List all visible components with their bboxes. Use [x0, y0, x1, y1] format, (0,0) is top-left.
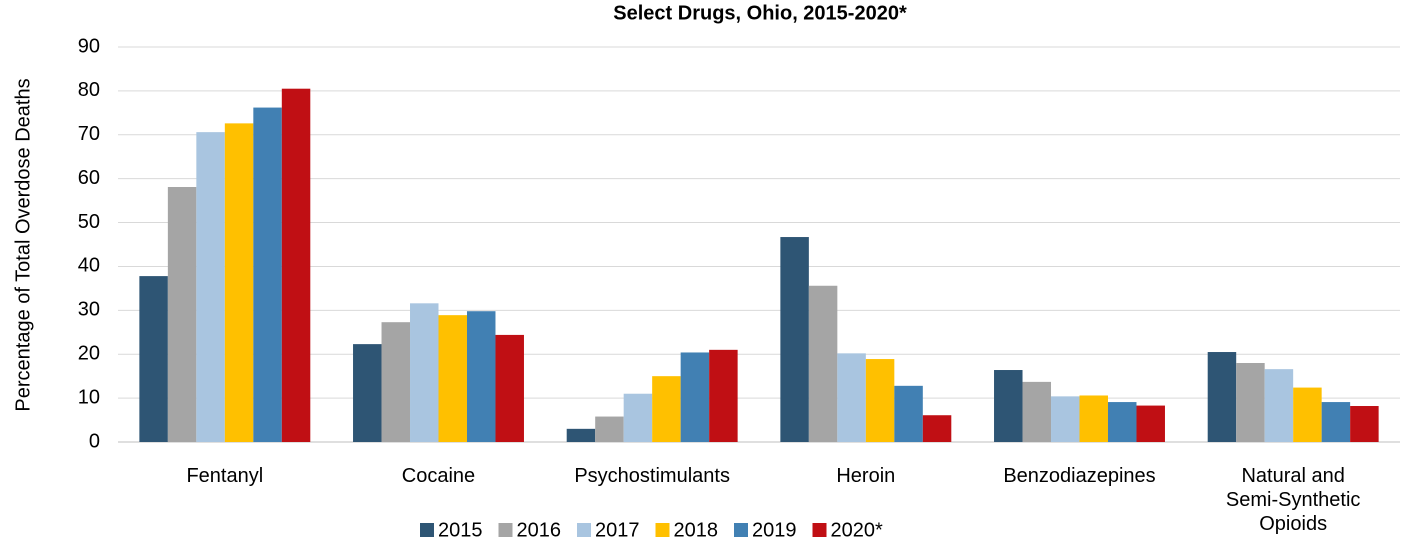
x-tick-label: Benzodiazepines: [1000, 464, 1160, 488]
bar: [994, 370, 1023, 442]
bar: [837, 353, 866, 442]
x-tick-text: Benzodiazepines: [1003, 465, 1156, 487]
bar: [1136, 405, 1165, 442]
bar: [1293, 387, 1322, 442]
x-tick-label: Natural and Semi-Synthetic Opioids: [1213, 464, 1373, 536]
bar: [780, 237, 809, 442]
legend-swatch: [420, 523, 434, 537]
bar: [466, 311, 496, 442]
y-tick-label: 50: [78, 211, 100, 233]
bar: [253, 107, 282, 443]
bar: [1350, 406, 1379, 442]
legend-label: 2020*: [831, 519, 883, 541]
bar: [1264, 369, 1294, 442]
y-tick-label: 80: [78, 79, 100, 101]
bar: [167, 187, 197, 442]
legend-label: 2019: [752, 519, 797, 541]
bar: [1236, 363, 1265, 442]
x-tick-label: Heroin: [786, 464, 946, 488]
legend-swatch: [498, 523, 513, 537]
bar: [1321, 402, 1351, 442]
chart-title: Select Drugs, Ohio, 2015-2020*: [613, 2, 907, 24]
y-axis-label: Percentage of Total Overdose Deaths: [12, 78, 34, 411]
x-tick-text: Natural and Semi-Synthetic Opioids: [1225, 465, 1361, 535]
y-tick-label: 30: [78, 299, 100, 321]
bar: [595, 416, 624, 442]
bar: [353, 344, 382, 442]
x-tick-label: Psychostimulants: [572, 464, 732, 488]
bar: [224, 123, 254, 442]
bar: [566, 428, 596, 442]
bar: [680, 352, 710, 442]
bar: [196, 132, 225, 442]
bar: [381, 322, 411, 442]
bar: [1051, 396, 1080, 442]
legend-swatch: [577, 523, 591, 537]
y-tick-label: 0: [89, 430, 100, 452]
bar: [438, 315, 467, 442]
legend-label: 2015: [438, 519, 483, 541]
y-tick-label: 10: [78, 386, 100, 408]
legend-swatch: [655, 523, 670, 537]
bar: [623, 393, 653, 442]
bar: [1207, 352, 1237, 442]
bar: [139, 276, 168, 442]
bar: [410, 303, 439, 442]
legend-label: 2016: [517, 519, 562, 541]
bar: [652, 376, 681, 442]
x-tick-label: Fentanyl: [145, 464, 305, 488]
legend-label: 2017: [595, 519, 640, 541]
y-tick-label: 20: [78, 343, 100, 365]
bar: [808, 285, 838, 442]
x-tick-text: Fentanyl: [186, 465, 264, 487]
bar: [495, 334, 524, 442]
x-tick-text: Psychostimulants: [574, 465, 730, 487]
y-tick-label: 40: [78, 255, 100, 277]
bar: [281, 88, 311, 442]
bar: [894, 385, 923, 442]
legend-swatch: [734, 523, 748, 537]
y-tick-label: 90: [78, 35, 100, 57]
x-tick-text: Cocaine: [401, 465, 476, 487]
legend-label: 2018: [674, 519, 719, 541]
bar: [709, 349, 738, 442]
y-tick-label: 70: [78, 123, 100, 145]
x-tick-text: Heroin: [836, 465, 896, 487]
bar: [1079, 395, 1108, 442]
x-tick-label: Cocaine: [359, 464, 519, 488]
legend-swatch: [812, 523, 827, 537]
y-tick-label: 60: [78, 167, 100, 189]
bar: [865, 359, 895, 442]
bar: [1107, 402, 1137, 442]
bar: [922, 415, 952, 442]
bar: [1022, 381, 1052, 442]
